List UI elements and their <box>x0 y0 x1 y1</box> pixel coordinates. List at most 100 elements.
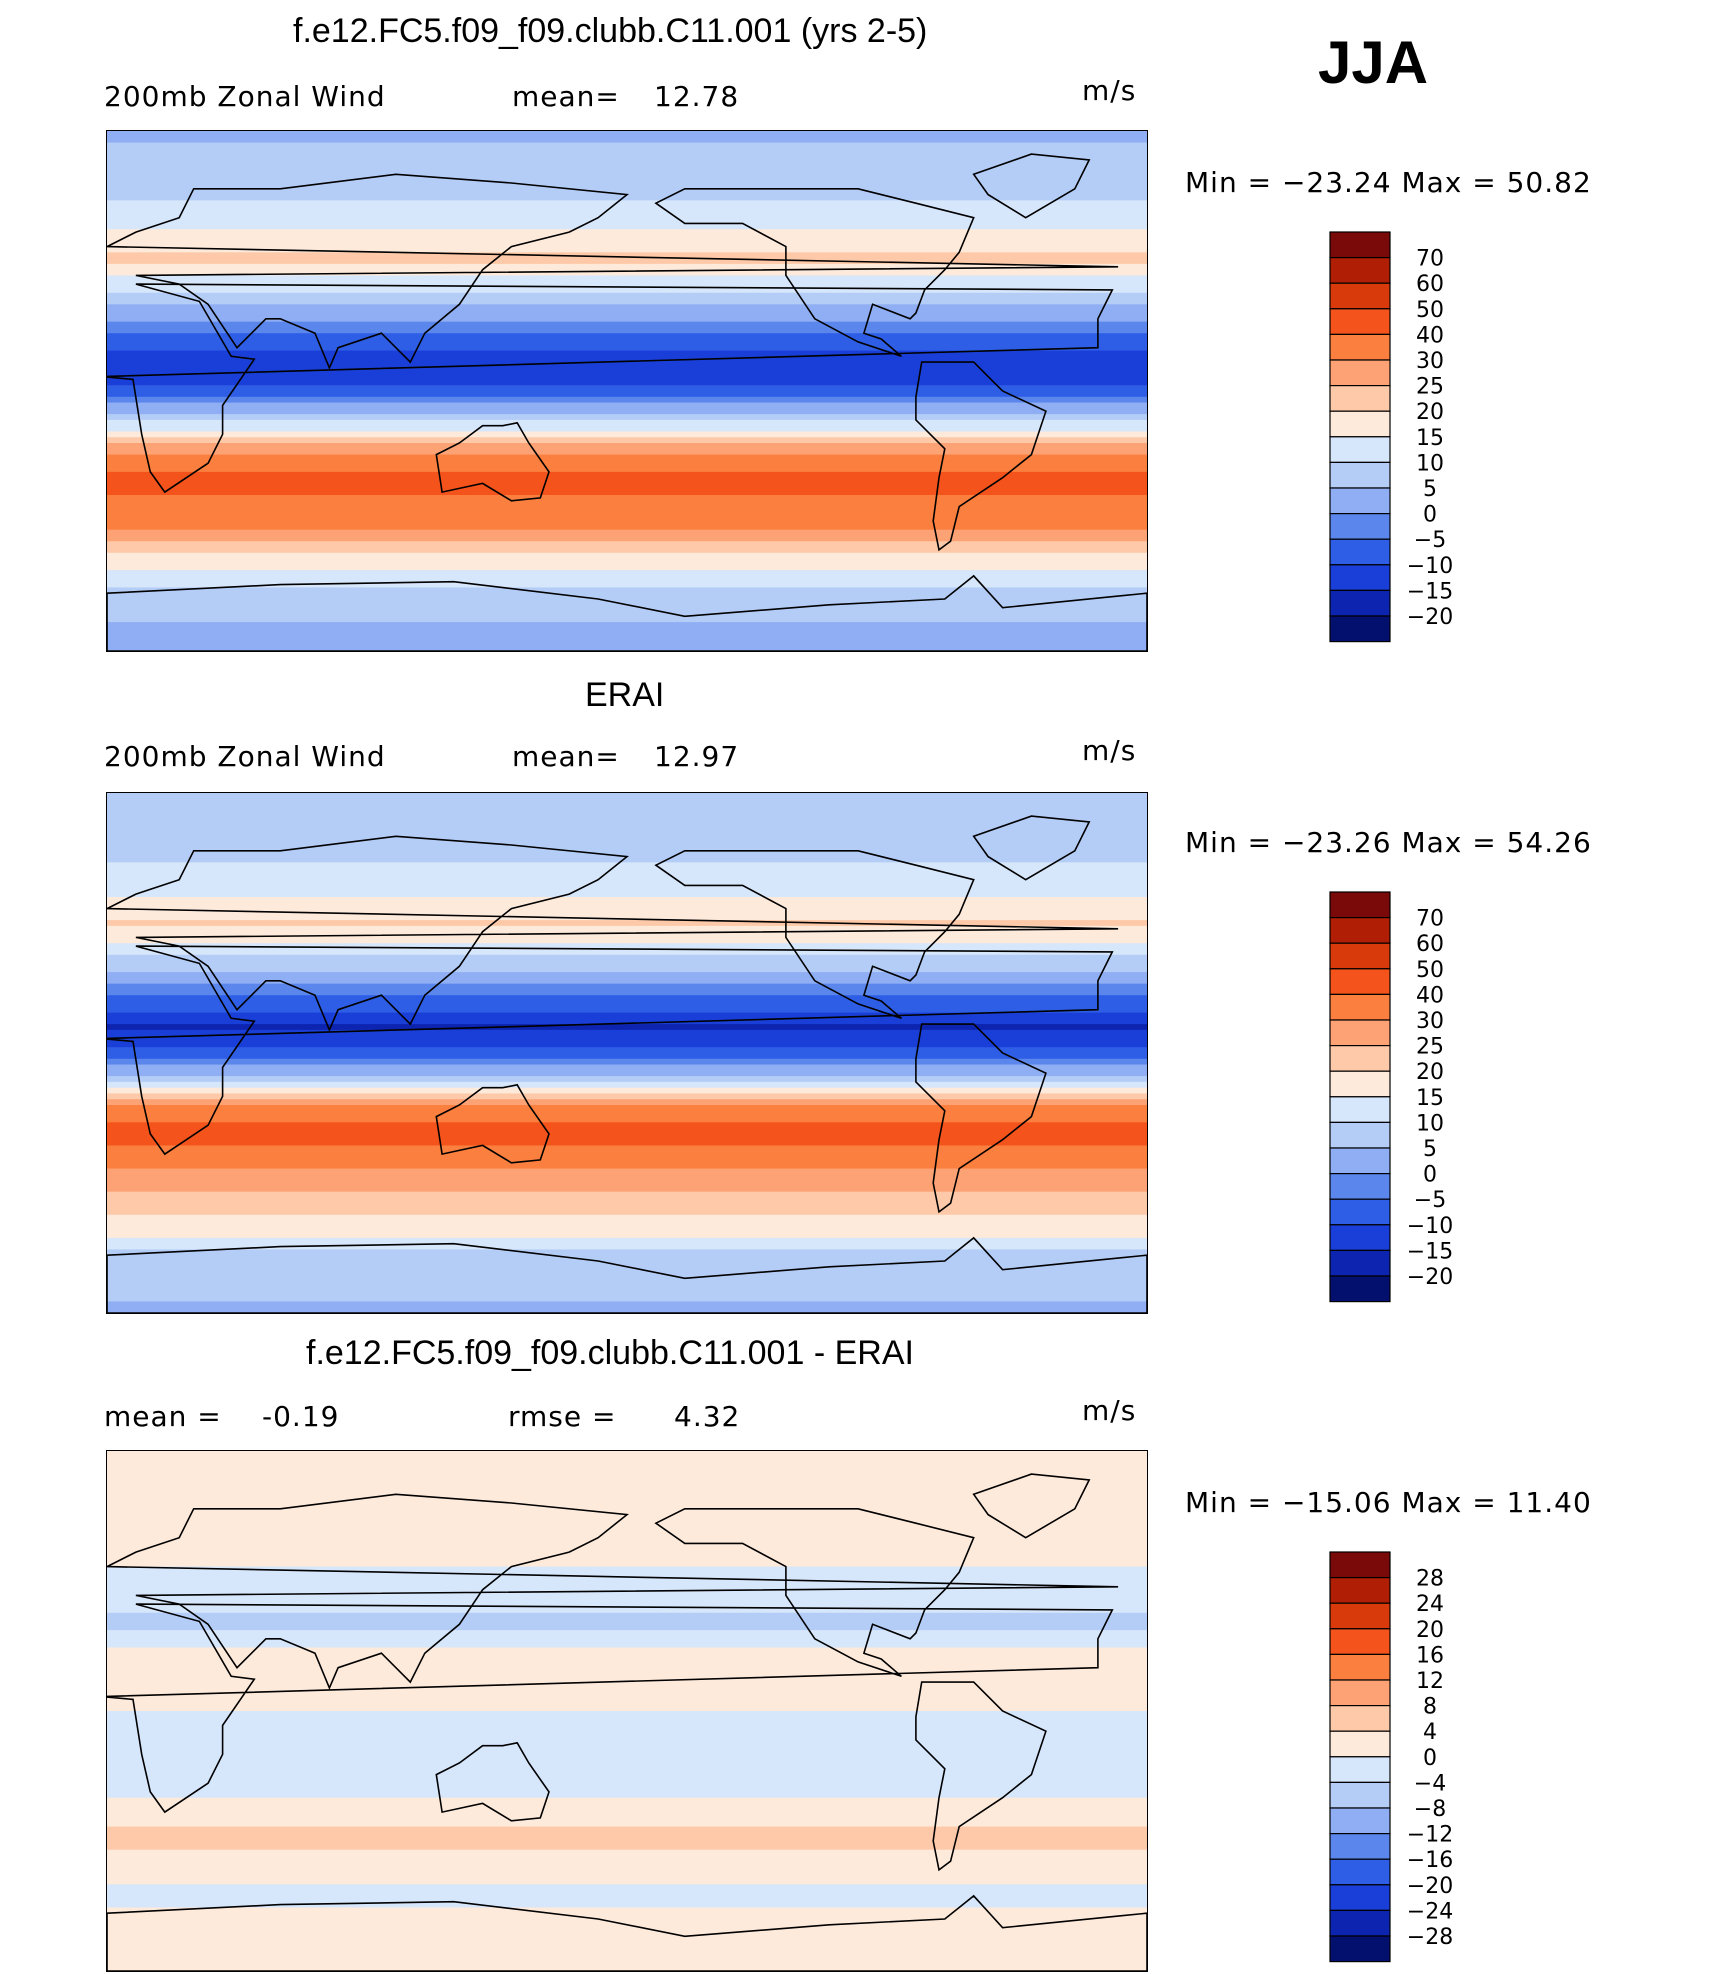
colorbar-tick-label: 50 <box>1416 298 1444 323</box>
continent-outline <box>654 849 975 1020</box>
season-label: JJA <box>1318 29 1429 96</box>
colorbar-tick-label: −15 <box>1407 579 1453 604</box>
field-band <box>107 1491 1147 1498</box>
field-band <box>107 489 1147 496</box>
colorbar-tick-label: 12 <box>1416 1669 1444 1694</box>
field-band <box>107 949 1147 956</box>
field-band <box>107 1826 1147 1833</box>
field-band <box>107 989 1147 996</box>
field-band <box>107 1105 1147 1112</box>
field-band <box>107 408 1147 415</box>
field-band <box>107 833 1147 840</box>
field-band <box>107 1249 1147 1256</box>
field-band <box>107 356 1147 363</box>
field-band <box>107 983 1147 991</box>
colorbar-tick-label: 25 <box>1416 1035 1444 1060</box>
continent-outline <box>915 1023 1047 1214</box>
panel3-mean-value: -0.19 <box>262 1400 340 1433</box>
field-band <box>107 281 1147 288</box>
field-band <box>107 564 1147 571</box>
colorbar-swatch <box>1329 1628 1391 1656</box>
field-band <box>107 1151 1147 1158</box>
colorbar-swatch <box>1329 461 1391 489</box>
colorbar-tick-label: 10 <box>1416 1111 1444 1136</box>
field-band <box>107 206 1147 213</box>
field-band <box>107 1006 1147 1014</box>
field-band <box>107 1682 1147 1689</box>
continent-outline <box>972 815 1091 881</box>
field-band <box>107 920 1147 927</box>
panel1-variable: 200mb Zonal Wind <box>104 80 386 113</box>
panel2-title: ERAI <box>585 676 665 714</box>
field-band <box>107 1053 1147 1060</box>
field-band <box>107 1139 1147 1147</box>
field-band <box>107 1595 1147 1602</box>
panel3-rmse-value: 4.32 <box>674 1400 741 1433</box>
field-band <box>107 1497 1147 1504</box>
field-band <box>107 1936 1147 1943</box>
continent-outline <box>107 945 1114 1156</box>
continent-outline <box>107 574 1147 651</box>
field-band <box>107 1670 1147 1677</box>
field-band <box>107 1278 1147 1285</box>
field-band <box>107 1734 1147 1741</box>
field-band <box>107 839 1147 846</box>
field-band <box>107 1012 1147 1019</box>
panel1-units: m/s <box>1082 74 1137 107</box>
colorbar-swatch <box>1329 1935 1391 1963</box>
colorbar-swatch <box>1329 1551 1391 1579</box>
panel3-rmse-label: rmse = <box>508 1400 617 1433</box>
panel1-mean-label: mean= <box>512 80 620 113</box>
colorbar-tick-label: 70 <box>1416 247 1444 272</box>
field-band <box>107 1243 1147 1251</box>
field-band <box>107 1630 1147 1637</box>
field-band <box>107 211 1147 219</box>
field-band <box>107 529 1147 537</box>
field-band <box>107 1531 1147 1539</box>
field-band <box>107 443 1147 450</box>
field-band <box>107 1289 1147 1297</box>
field-band <box>107 466 1147 473</box>
field-band <box>107 1607 1147 1614</box>
field-band <box>107 1693 1147 1701</box>
field-band <box>107 570 1147 577</box>
field-band <box>107 639 1147 646</box>
colorbar-swatch <box>1329 538 1391 566</box>
field-band <box>107 610 1147 617</box>
field-band <box>107 1757 1147 1764</box>
field-band <box>107 914 1147 921</box>
field-band <box>107 315 1147 323</box>
colorbar-tick-label: 8 <box>1423 1695 1437 1720</box>
colorbar-swatch <box>1329 282 1391 310</box>
field-band <box>107 1820 1147 1828</box>
field-band <box>107 154 1147 161</box>
colorbar-swatch <box>1329 1577 1391 1604</box>
field-band <box>107 1237 1147 1245</box>
field-band <box>107 229 1147 236</box>
colorbar-tick-label: 70 <box>1416 907 1444 932</box>
field-band <box>107 558 1147 565</box>
field-band <box>107 1763 1147 1770</box>
field-band <box>107 1612 1147 1620</box>
field-band <box>107 1924 1147 1932</box>
colorbar-swatch <box>1329 1833 1391 1860</box>
field-band <box>107 425 1147 433</box>
continent-outline <box>107 283 1114 494</box>
field-band <box>107 593 1147 600</box>
field-band <box>107 1076 1147 1083</box>
field-band <box>107 1572 1147 1579</box>
field-band <box>107 793 1147 800</box>
field-band <box>107 604 1147 612</box>
field-band <box>107 1214 1147 1222</box>
panel2-min-max: Min = −23.26 Max = 54.26 <box>1185 826 1592 859</box>
field-band <box>107 362 1147 369</box>
field-band <box>107 868 1147 875</box>
field-band <box>107 1953 1147 1961</box>
colorbar-swatch <box>1329 1147 1391 1175</box>
field-band <box>107 902 1147 910</box>
colorbar-tick-label: −15 <box>1407 1239 1453 1264</box>
field-band <box>107 159 1147 167</box>
field-band <box>107 223 1147 230</box>
